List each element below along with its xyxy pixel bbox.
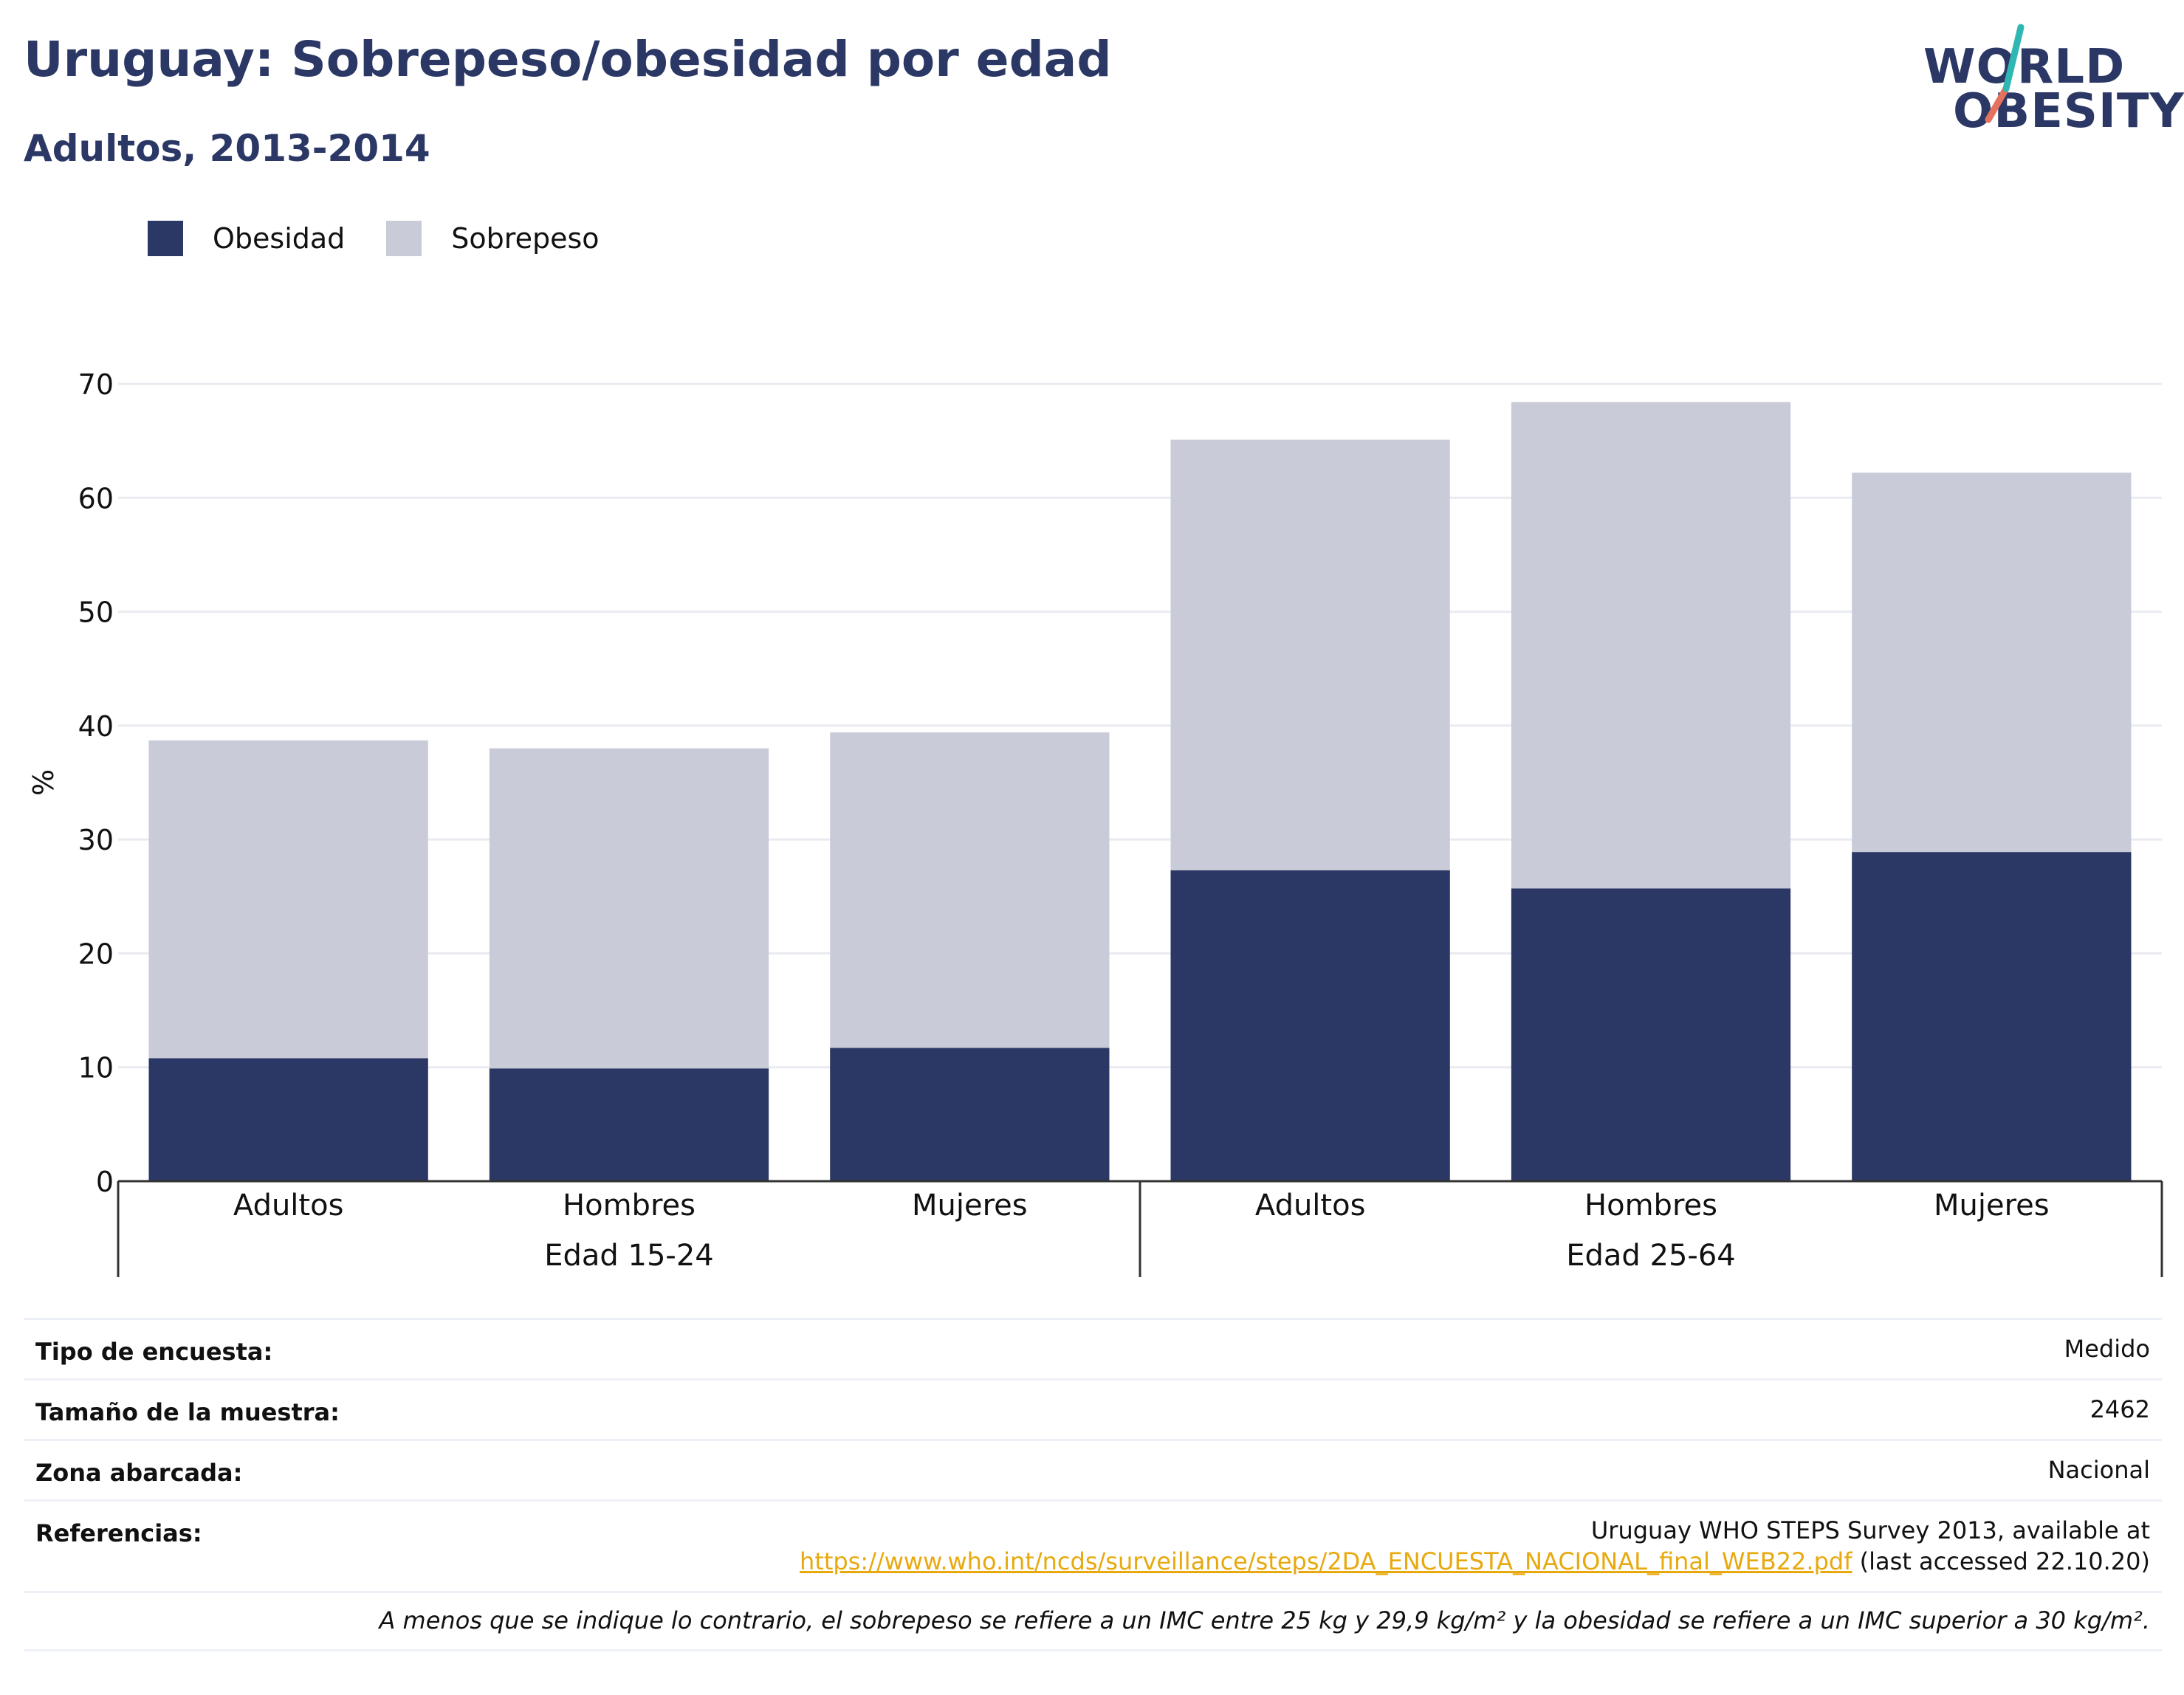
bar-obesidad-3	[1170, 870, 1450, 1181]
references-text: Uruguay WHO STEPS Survey 2013, available…	[1590, 1516, 2150, 1544]
legend-swatch-sobrepeso	[386, 221, 422, 256]
y-axis-label: %	[27, 769, 60, 796]
area-value: Nacional	[2047, 1456, 2150, 1484]
y-tick-label-50: 50	[78, 596, 114, 629]
x-tick-label-4: Hombres	[1584, 1189, 1717, 1223]
legend-label-sobrepeso: Sobrepeso	[451, 222, 600, 255]
references-link[interactable]: https://www.who.int/ncds/surveillance/st…	[800, 1547, 1852, 1575]
info-row-references: Referencias: Uruguay WHO STEPS Survey 20…	[24, 1499, 2162, 1591]
group-label-1: Edad 25-64	[1566, 1239, 1736, 1273]
bar-sobrepeso-4	[1511, 402, 1791, 889]
survey-info-table: Tipo de encuesta: Medido Tamaño de la mu…	[24, 1318, 2162, 1651]
sample-size-label: Tamaño de la muestra:	[35, 1398, 340, 1426]
y-tick-label-70: 70	[78, 368, 114, 401]
y-tick-label-0: 0	[96, 1166, 114, 1198]
bar-sobrepeso-0	[148, 740, 428, 1059]
sample-size-value: 2462	[2089, 1395, 2150, 1423]
survey-type-value: Medido	[2064, 1335, 2150, 1363]
area-label: Zona abarcada:	[35, 1459, 243, 1487]
x-tick-label-3: Adultos	[1255, 1189, 1366, 1223]
chart-title: Uruguay: Sobrepeso/obesidad por edad	[24, 31, 1112, 88]
stacked-bar-chart: 0 10 20 30 40 50 60 70% Adultos Hombres Mujeres Adu…	[27, 368, 2163, 1277]
x-tick-label-2: Mujeres	[912, 1189, 1028, 1223]
references-value: Uruguay WHO STEPS Survey 2013, available…	[800, 1515, 2150, 1577]
x-tick-label-0: Adultos	[233, 1189, 344, 1223]
y-tick-label-60: 60	[78, 482, 114, 515]
references-suffix: (last accessed 22.10.20)	[1852, 1547, 2150, 1575]
bar-sobrepeso-2	[830, 732, 1110, 1048]
legend-label-obesidad: Obesidad	[213, 222, 346, 255]
footnote: A menos que se indique lo contrario, el …	[24, 1591, 2162, 1651]
group-label-0: Edad 15-24	[544, 1239, 714, 1273]
bar-sobrepeso-5	[1852, 472, 2132, 853]
logo-slash-icon	[1985, 24, 2025, 123]
y-tick-label-10: 10	[78, 1052, 114, 1084]
info-row-sample-size: Tamaño de la muestra: 2462	[24, 1378, 2162, 1439]
legend-item-sobrepeso: Sobrepeso	[386, 221, 600, 256]
survey-type-label: Tipo de encuesta:	[35, 1338, 273, 1366]
legend-item-obesidad: Obesidad	[148, 221, 345, 256]
bar-obesidad-4	[1511, 888, 1791, 1181]
y-tick-label-40: 40	[78, 710, 114, 743]
logo-word-world: WORLD	[1923, 40, 2126, 94]
bar-sobrepeso-3	[1170, 439, 1450, 870]
references-label: Referencias:	[35, 1519, 202, 1547]
y-tick-label-20: 20	[78, 938, 114, 970]
info-row-survey-type: Tipo de encuesta: Medido	[24, 1318, 2162, 1378]
x-tick-label-5: Mujeres	[1934, 1189, 2050, 1223]
x-tick-label-1: Hombres	[563, 1189, 696, 1223]
bar-obesidad-0	[148, 1058, 428, 1181]
bar-obesidad-5	[1852, 852, 2132, 1181]
bar-obesidad-1	[489, 1068, 769, 1181]
bar-obesidad-2	[830, 1048, 1110, 1181]
chart-subtitle: Adultos, 2013-2014	[24, 127, 430, 170]
info-row-area: Zona abarcada: Nacional	[24, 1439, 2162, 1499]
y-tick-label-30: 30	[78, 824, 114, 856]
chart-legend: Obesidad Sobrepeso	[148, 219, 641, 258]
bar-sobrepeso-1	[489, 748, 769, 1069]
legend-swatch-obesidad	[148, 221, 183, 256]
world-obesity-logo: WORLD OBESITY	[1923, 24, 2184, 153]
